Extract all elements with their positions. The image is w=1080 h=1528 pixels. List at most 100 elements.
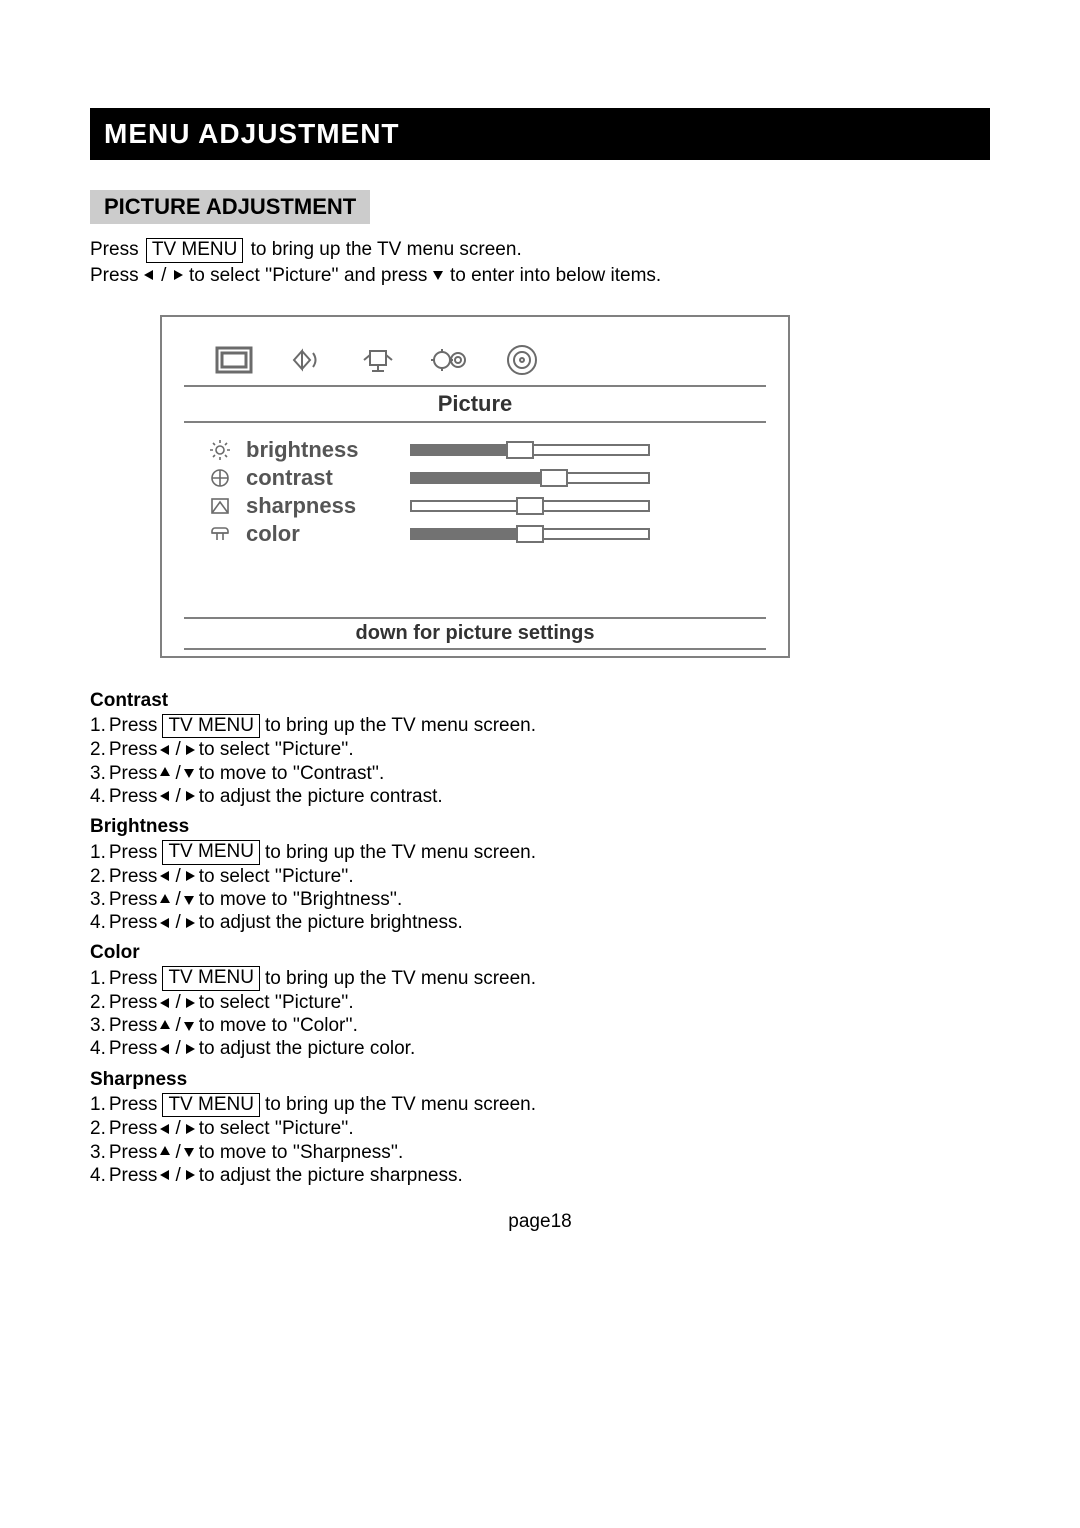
sharpness-icon bbox=[208, 494, 232, 518]
step: 1. Press TV MENU to bring up the TV menu… bbox=[90, 1093, 990, 1118]
step-number: 1. bbox=[90, 714, 106, 737]
arrow-right-icon bbox=[184, 1123, 196, 1135]
step-number: 3. bbox=[90, 762, 106, 785]
section-title: PICTURE ADJUSTMENT bbox=[90, 190, 370, 224]
arrow-down-icon bbox=[184, 1146, 196, 1158]
tv-menu-key: TV MENU bbox=[162, 966, 260, 991]
text: to move to ''Color''. bbox=[199, 1014, 358, 1037]
arrow-down-icon bbox=[184, 894, 196, 906]
arrow-up-icon bbox=[160, 894, 172, 906]
step-number: 1. bbox=[90, 967, 106, 990]
step-number: 3. bbox=[90, 1141, 106, 1164]
arrow-left-icon bbox=[160, 917, 172, 929]
text: to bring up the TV menu screen. bbox=[265, 1093, 536, 1116]
text: / bbox=[175, 1014, 180, 1037]
text: Press bbox=[109, 991, 158, 1014]
text: Press bbox=[109, 1037, 158, 1060]
text: / bbox=[161, 265, 172, 286]
text: to select ''Picture'' and press bbox=[189, 265, 427, 286]
text: Press bbox=[109, 1014, 158, 1037]
sub-section-contrast: Contrast1. Press TV MENU to bring up the… bbox=[90, 690, 990, 808]
step-number: 4. bbox=[90, 911, 106, 934]
arrow-left-icon bbox=[144, 269, 156, 281]
text: to bring up the TV menu screen. bbox=[265, 841, 536, 864]
step-number: 2. bbox=[90, 738, 106, 761]
text: Press bbox=[109, 841, 158, 864]
text: to adjust the picture sharpness. bbox=[199, 1164, 463, 1187]
text: / bbox=[175, 762, 180, 785]
step-number: 2. bbox=[90, 991, 106, 1014]
steps-list: 1. Press TV MENU to bring up the TV menu… bbox=[90, 840, 990, 934]
sharpness-slider bbox=[410, 497, 650, 515]
sub-heading: Brightness bbox=[90, 816, 990, 838]
text: to bring up the TV menu screen. bbox=[265, 967, 536, 990]
arrow-right-icon bbox=[184, 917, 196, 929]
text: to adjust the picture brightness. bbox=[199, 911, 463, 934]
tv-menu-key: TV MENU bbox=[162, 1093, 260, 1118]
step: 3. Press / to move to ''Contrast''. bbox=[90, 762, 990, 785]
step: 4. Press / to adjust the picture sharpne… bbox=[90, 1164, 990, 1187]
step: 4. Press / to adjust the picture contras… bbox=[90, 785, 990, 808]
osd-settings-list: brightnesscontrastsharpnesscolor bbox=[184, 433, 766, 617]
setting-label: brightness bbox=[246, 437, 396, 463]
step: 1. Press TV MENU to bring up the TV menu… bbox=[90, 966, 990, 991]
step: 2. Press / to select ''Picture''. bbox=[90, 991, 990, 1014]
text: to select ''Picture''. bbox=[199, 865, 354, 888]
step: 1. Press TV MENU to bring up the TV menu… bbox=[90, 714, 990, 739]
step: 2. Press / to select ''Picture''. bbox=[90, 738, 990, 761]
arrow-right-icon bbox=[184, 997, 196, 1009]
step-number: 4. bbox=[90, 1037, 106, 1060]
setting-row-contrast: contrast bbox=[208, 465, 764, 491]
step-number: 2. bbox=[90, 1117, 106, 1140]
text: to move to ''Sharpness''. bbox=[199, 1141, 404, 1164]
text: / bbox=[175, 785, 180, 808]
text: Press bbox=[90, 265, 139, 286]
steps-list: 1. Press TV MENU to bring up the TV menu… bbox=[90, 966, 990, 1060]
sub-section-sharpness: Sharpness1. Press TV MENU to bring up th… bbox=[90, 1069, 990, 1187]
sub-section-brightness: Brightness1. Press TV MENU to bring up t… bbox=[90, 816, 990, 934]
arrow-up-icon bbox=[160, 1020, 172, 1032]
setting-row-color: color bbox=[208, 521, 764, 547]
arrow-down-icon bbox=[184, 767, 196, 779]
arrow-right-icon bbox=[172, 269, 184, 281]
steps-list: 1. Press TV MENU to bring up the TV menu… bbox=[90, 1093, 990, 1187]
text: to adjust the picture color. bbox=[199, 1037, 416, 1060]
text: to bring up the TV menu screen. bbox=[251, 239, 522, 260]
arrow-up-icon bbox=[160, 1146, 172, 1158]
step-number: 3. bbox=[90, 1014, 106, 1037]
arrow-right-icon bbox=[184, 870, 196, 882]
text: Press bbox=[109, 714, 158, 737]
text: to move to ''Brightness''. bbox=[199, 888, 403, 911]
step: 1. Press TV MENU to bring up the TV menu… bbox=[90, 840, 990, 865]
text: to adjust the picture contrast. bbox=[199, 785, 443, 808]
setting-row-brightness: brightness bbox=[208, 437, 764, 463]
slider-thumb bbox=[506, 441, 534, 459]
setting-row-sharpness: sharpness bbox=[208, 493, 764, 519]
step-number: 2. bbox=[90, 865, 106, 888]
arrow-left-icon bbox=[160, 997, 172, 1009]
text: / bbox=[175, 1141, 180, 1164]
setting-label: sharpness bbox=[246, 493, 396, 519]
text: / bbox=[175, 991, 180, 1014]
page-title-bar: MENU ADJUSTMENT bbox=[90, 108, 990, 160]
arrow-up-icon bbox=[160, 767, 172, 779]
setting-label: color bbox=[246, 521, 396, 547]
text: Press bbox=[109, 1141, 158, 1164]
step: 3. Press / to move to ''Color''. bbox=[90, 1014, 990, 1037]
tab-channel-icon bbox=[500, 341, 544, 379]
step: 3. Press / to move to ''Sharpness''. bbox=[90, 1141, 990, 1164]
osd-panel: Picture brightnesscontrastsharpnesscolor… bbox=[160, 315, 790, 658]
text: to bring up the TV menu screen. bbox=[265, 714, 536, 737]
arrow-right-icon bbox=[184, 744, 196, 756]
osd-footer: down for picture settings bbox=[184, 617, 766, 650]
arrow-left-icon bbox=[160, 1123, 172, 1135]
text: / bbox=[175, 888, 180, 911]
step-number: 3. bbox=[90, 888, 106, 911]
contrast-icon bbox=[208, 466, 232, 490]
tab-picture-icon bbox=[212, 341, 256, 379]
text: / bbox=[175, 738, 180, 761]
step-number: 1. bbox=[90, 1093, 106, 1116]
text: / bbox=[175, 1037, 180, 1060]
text: / bbox=[175, 1164, 180, 1187]
setting-label: contrast bbox=[246, 465, 396, 491]
